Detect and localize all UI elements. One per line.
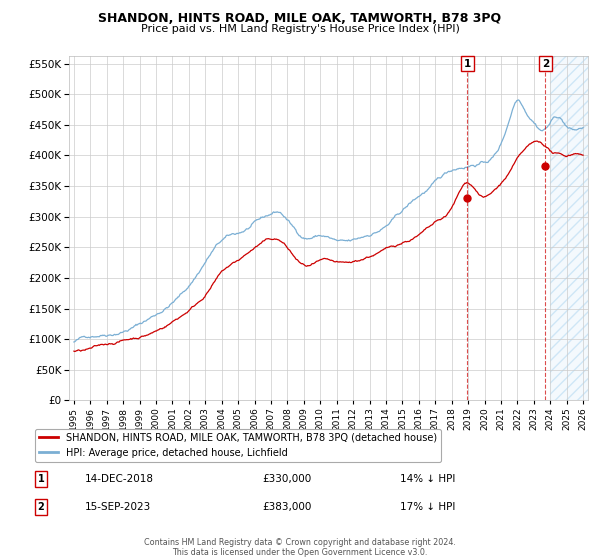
Text: 1: 1	[38, 474, 44, 484]
Text: Contains HM Land Registry data © Crown copyright and database right 2024.
This d: Contains HM Land Registry data © Crown c…	[144, 538, 456, 557]
Text: 14% ↓ HPI: 14% ↓ HPI	[400, 474, 455, 484]
Text: 17% ↓ HPI: 17% ↓ HPI	[400, 502, 455, 512]
Text: 2: 2	[542, 59, 549, 69]
Bar	[550, 56, 588, 400]
Text: 1: 1	[464, 59, 471, 69]
Text: SHANDON, HINTS ROAD, MILE OAK, TAMWORTH, B78 3PQ: SHANDON, HINTS ROAD, MILE OAK, TAMWORTH,…	[98, 12, 502, 25]
Text: Price paid vs. HM Land Registry's House Price Index (HPI): Price paid vs. HM Land Registry's House …	[140, 24, 460, 34]
Text: 2: 2	[38, 502, 44, 512]
Text: £383,000: £383,000	[262, 502, 311, 512]
Text: £330,000: £330,000	[262, 474, 311, 484]
Legend: SHANDON, HINTS ROAD, MILE OAK, TAMWORTH, B78 3PQ (detached house), HPI: Average : SHANDON, HINTS ROAD, MILE OAK, TAMWORTH,…	[35, 429, 441, 461]
Text: 14-DEC-2018: 14-DEC-2018	[85, 474, 154, 484]
Bar	[550, 56, 588, 400]
Text: 15-SEP-2023: 15-SEP-2023	[85, 502, 151, 512]
